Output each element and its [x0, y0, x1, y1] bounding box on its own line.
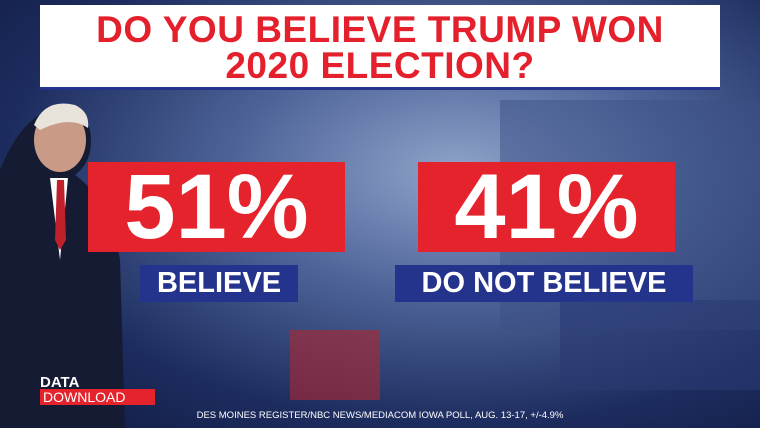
source: DES MOINES REGISTER/NBC NEWS/MEDIACOM IO…: [196, 410, 564, 421]
stat-value: 51%: [88, 161, 345, 253]
title-box: DO YOU BELIEVE TRUMP WON 2020 ELECTION?: [40, 5, 720, 90]
stat-label: BELIEVE: [140, 265, 298, 302]
brand-bottom: DOWNLOAD: [40, 389, 155, 405]
stat-label: DO NOT BELIEVE: [395, 265, 693, 302]
brand-top: DATA: [40, 374, 80, 391]
title-line: DO YOU BELIEVE TRUMP WON: [96, 9, 664, 50]
title-line: 2020 ELECTION?: [225, 45, 535, 86]
stat-value: 41%: [418, 161, 675, 253]
